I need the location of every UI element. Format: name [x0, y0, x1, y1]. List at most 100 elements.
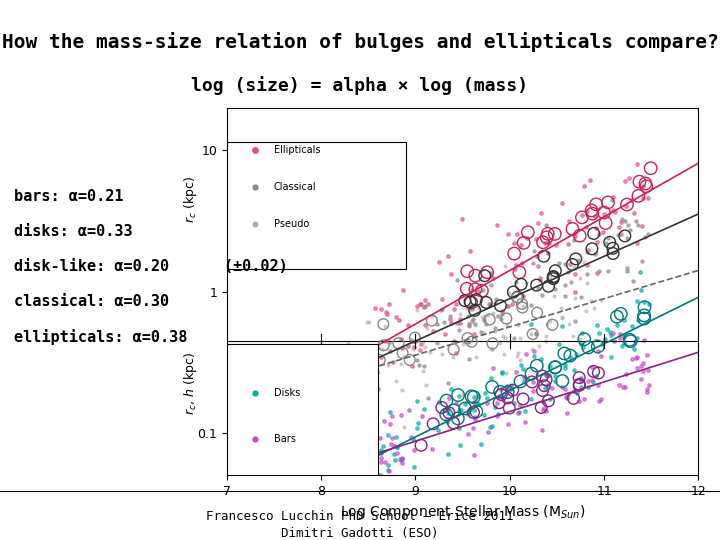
Point	[344, 348, 356, 357]
Point	[418, 361, 430, 370]
Point	[462, 430, 473, 438]
Point	[372, 368, 383, 376]
Point	[592, 346, 603, 355]
Point	[581, 270, 593, 279]
Point	[591, 238, 603, 246]
Point	[531, 330, 542, 339]
Point	[636, 366, 648, 375]
Point	[616, 230, 627, 238]
Point	[643, 300, 654, 308]
Point	[541, 220, 552, 229]
Point	[532, 219, 544, 227]
Point	[508, 239, 520, 248]
Point	[645, 164, 657, 173]
Point	[441, 410, 452, 419]
Point	[543, 249, 554, 258]
Point	[621, 200, 633, 209]
Point	[472, 400, 484, 408]
Point	[564, 351, 576, 360]
Point	[395, 334, 407, 343]
Text: How the mass-size relation of bulges and ellipticals compare?: How the mass-size relation of bulges and…	[1, 32, 719, 52]
Point	[468, 408, 480, 417]
Text: ellipticals: α=0.38: ellipticals: α=0.38	[14, 329, 188, 346]
Point	[539, 238, 550, 247]
Point	[548, 272, 559, 281]
Point	[642, 230, 654, 239]
Point	[525, 330, 536, 339]
Point	[534, 276, 546, 285]
Point	[407, 362, 418, 370]
Point	[418, 302, 430, 311]
Point	[409, 333, 420, 342]
Point	[608, 336, 620, 345]
Point	[572, 255, 584, 264]
Point	[540, 337, 552, 346]
Point	[495, 385, 507, 394]
Point	[466, 392, 477, 401]
Point	[576, 211, 588, 219]
Point	[597, 227, 608, 236]
Point	[397, 344, 408, 353]
Point	[516, 361, 527, 369]
Point	[639, 233, 650, 241]
Point	[460, 304, 472, 313]
Point	[415, 300, 426, 308]
Point	[562, 240, 574, 248]
Text: Bars: Bars	[274, 434, 296, 444]
Point	[573, 381, 585, 390]
Point	[456, 406, 467, 415]
Point	[585, 296, 597, 305]
Point	[409, 463, 420, 471]
Point	[449, 406, 460, 415]
Point	[548, 291, 559, 300]
Point	[366, 444, 377, 453]
Point	[518, 239, 529, 247]
Point	[444, 394, 455, 402]
Point	[621, 267, 632, 275]
Point	[408, 345, 419, 353]
Point	[411, 306, 423, 314]
Point	[536, 355, 547, 363]
Point	[592, 342, 603, 351]
Point	[497, 332, 508, 340]
Point	[402, 342, 414, 350]
Point	[513, 348, 524, 357]
Point	[631, 239, 642, 247]
Point	[567, 225, 578, 233]
Point	[476, 286, 487, 295]
Point	[605, 352, 616, 361]
Point	[599, 335, 611, 343]
Point	[517, 292, 528, 300]
Point	[609, 207, 621, 216]
Point	[631, 353, 642, 362]
Point	[639, 298, 650, 306]
Point	[499, 333, 510, 342]
Point	[631, 353, 643, 361]
Point	[515, 241, 526, 249]
Point	[562, 390, 574, 399]
Point	[455, 309, 467, 318]
Point	[388, 450, 400, 458]
Point	[439, 329, 451, 338]
Point	[477, 285, 488, 294]
Point	[590, 249, 602, 258]
Point	[368, 416, 379, 424]
Point	[342, 359, 354, 368]
Point	[377, 320, 389, 328]
Point	[481, 394, 492, 402]
Point	[631, 363, 643, 372]
Point	[369, 304, 381, 313]
Point	[422, 323, 433, 332]
Point	[605, 328, 616, 336]
Point	[388, 442, 400, 450]
Point	[554, 259, 565, 267]
Point	[631, 159, 643, 168]
Point	[526, 345, 538, 353]
Point	[578, 258, 590, 267]
Point	[484, 315, 495, 324]
Point	[454, 441, 465, 449]
Point	[469, 415, 480, 423]
Point	[459, 404, 471, 413]
Point	[451, 318, 463, 327]
Point	[370, 445, 382, 454]
